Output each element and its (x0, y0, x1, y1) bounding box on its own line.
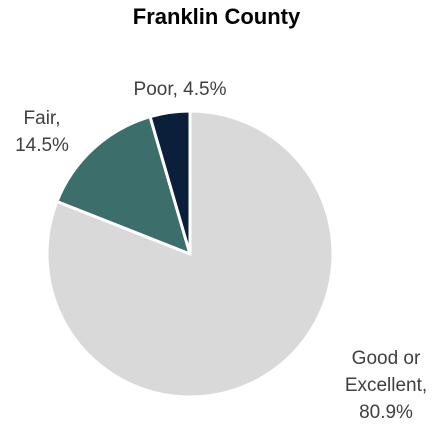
slice-label-1: Fair, 14.5% (15, 108, 69, 156)
slice-label-line: Excellent, (345, 375, 427, 396)
pie-slice-2 (148, 109, 192, 256)
slice-label-line: 14.5% (15, 135, 69, 156)
pie-labels: Good or Excellent, 80.9% Fair, 14.5% Poor, 4.… (15, 79, 427, 423)
pie-slices (45, 109, 335, 399)
slice-label-line: Poor, 4.5% (134, 79, 227, 100)
pie-slice-1 (55, 115, 192, 256)
slice-label-line: Good or (352, 348, 421, 369)
slice-label-line: 80.9% (359, 402, 413, 423)
slice-label-0: Good or Excellent, 80.9% (345, 348, 427, 423)
slice-label-2: Poor, 4.5% (134, 79, 227, 100)
chart-title: Franklin County (132, 4, 301, 29)
slice-label-line: Fair, (24, 108, 61, 129)
